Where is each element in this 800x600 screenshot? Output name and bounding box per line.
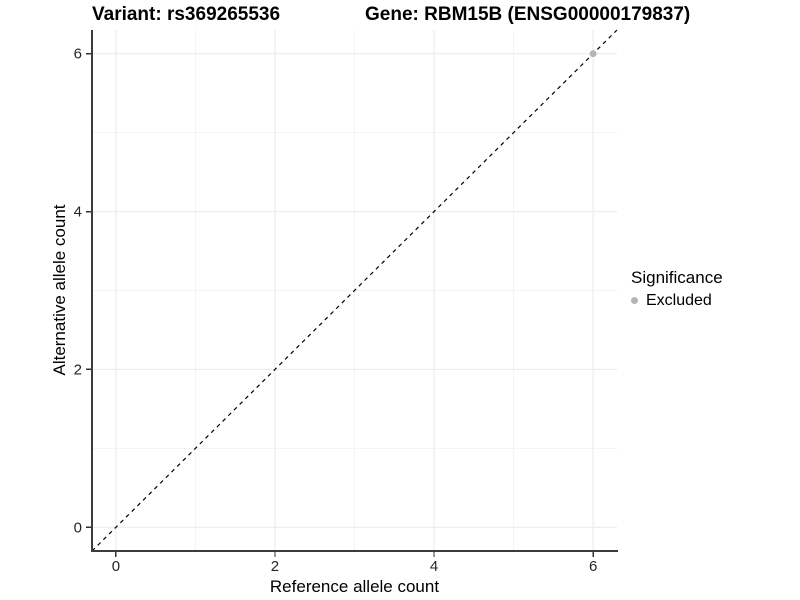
x-tick-label: 4 [430,558,438,575]
variant-title: Variant: rs369265536 [92,4,281,25]
data-point-excluded [589,50,597,58]
legend-item-label: Excluded [646,292,712,309]
x-tick-label: 6 [589,558,597,575]
y-tick-label: 2 [74,361,82,378]
y-tick-label: 4 [74,204,82,221]
legend: Significance Excluded [631,268,723,310]
gene-title: Gene: RBM15B (ENSG00000179837) [365,4,691,25]
x-tick-label: 2 [271,558,279,575]
legend-item-excluded: Excluded [631,291,723,310]
identity-line [91,29,618,552]
x-axis-title: Reference allele count [269,577,440,596]
x-tick-label: 0 [112,558,120,575]
y-axis-title: Alternative allele count [50,204,69,376]
excluded-point-icon [631,297,638,304]
y-tick-label: 6 [74,46,82,63]
legend-title: Significance [631,268,723,287]
y-tick-label: 0 [74,519,82,536]
